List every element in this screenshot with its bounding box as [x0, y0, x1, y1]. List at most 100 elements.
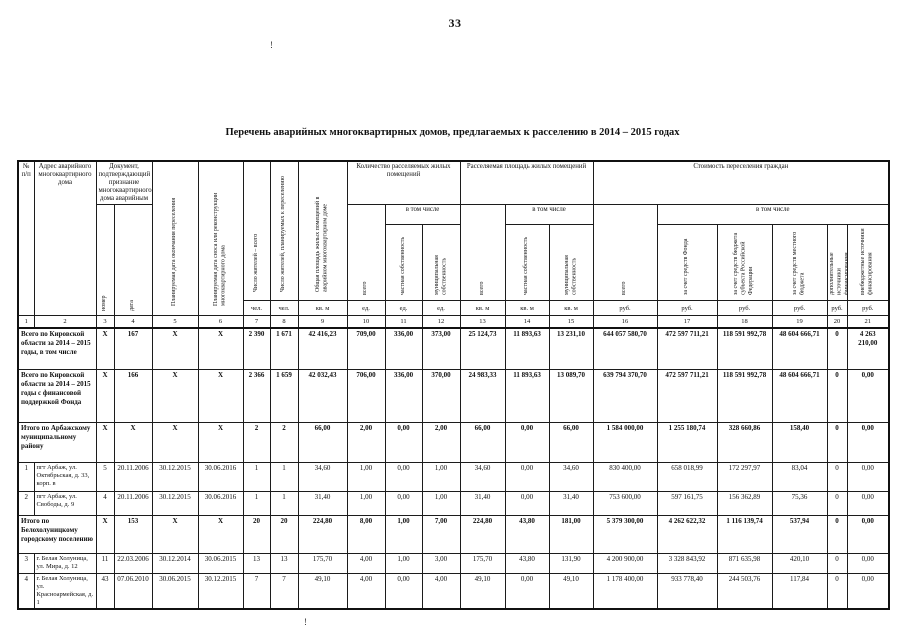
column-numbers-row: 1 2 3 4 5 6 7 8 9 10 11 12 13 14 15 16 1…	[17, 315, 890, 329]
header-area-including: в том числе	[504, 204, 594, 225]
header-cost-group: Стоимость переселения граждан	[592, 160, 890, 205]
table-row: 3 г. Белая Холуница, ул. Мира, д. 12 11 22.…	[17, 553, 890, 574]
value-cell: 167	[113, 327, 153, 370]
unit-cell: кв. м	[504, 300, 550, 316]
document-title: Перечень аварийных многоквартирных домов…	[225, 127, 680, 138]
summary-label-cell: Итого по Белохолуницкому городскому посе…	[17, 515, 97, 554]
value-cell: 0	[826, 462, 848, 492]
header-document-group: Документ, подтверждающий признание много…	[95, 160, 153, 205]
column-number: 9	[297, 315, 348, 329]
unit-cell: чел.	[242, 300, 271, 316]
summary-label-cell: Итого по Арбажскому муниципальному район…	[17, 422, 97, 463]
column-number: 12	[421, 315, 461, 329]
header-cost-extrabudget: внебюджетные источники финансирования	[846, 224, 890, 301]
value-cell: 153	[113, 515, 153, 554]
value-cell: 4,00	[346, 553, 386, 574]
value-cell: 0,00	[384, 422, 423, 463]
value-cell: 34,60	[548, 462, 594, 492]
value-cell: 830 400,00	[592, 462, 658, 492]
value-cell: 0,00	[504, 462, 550, 492]
value-cell: X	[95, 327, 115, 370]
value-cell: 597 161,75	[656, 491, 718, 516]
header-residents-planned: Число жителей, планируемых к переселению	[269, 160, 299, 301]
value-cell: 4 200 900,00	[592, 553, 658, 574]
value-cell: X	[151, 515, 199, 554]
value-cell: 2 390	[242, 327, 271, 370]
value-cell: 244 503,76	[716, 573, 773, 610]
unit-cell: ед.	[346, 300, 386, 316]
value-cell: 420,10	[771, 553, 828, 574]
header-address: Адрес аварийного многоквартирного дома	[33, 160, 97, 316]
unit-cell: руб.	[592, 300, 658, 316]
value-cell: 0,00	[384, 491, 423, 516]
resettlement-table: № п/п Адрес аварийного многоквартирного …	[17, 160, 891, 610]
value-cell: 336,00	[384, 369, 423, 423]
value-cell: 30.12.2015	[151, 491, 199, 516]
value-cell: 43,80	[504, 553, 550, 574]
value-cell: 25 124,73	[459, 327, 506, 370]
value-cell: 224,80	[297, 515, 348, 554]
unit-cell: руб.	[826, 300, 848, 316]
value-cell: 709,00	[346, 327, 386, 370]
value-cell: 13 089,70	[548, 369, 594, 423]
column-number: 13	[459, 315, 506, 329]
value-cell: 11 893,63	[504, 369, 550, 423]
value-cell: 30.06.2015	[197, 553, 244, 574]
summary-label-cell: Всего по Кировской области за 2014 – 201…	[17, 327, 97, 370]
table-row: Всего по Кировской области за 2014 – 201…	[17, 327, 890, 370]
value-cell: 83,04	[771, 462, 828, 492]
unit-cell: кв. м	[548, 300, 594, 316]
value-cell: 1,00	[421, 491, 461, 516]
value-cell: 156 362,89	[716, 491, 773, 516]
value-cell: 0,00	[846, 553, 890, 574]
value-cell: 1 116 139,74	[716, 515, 773, 554]
value-cell: 34,60	[297, 462, 348, 492]
value-cell: 644 057 580,70	[592, 327, 658, 370]
value-cell: 22.03.2006	[113, 553, 153, 574]
table-body: Всего по Кировской области за 2014 – 201…	[17, 327, 890, 610]
value-cell: 2 366	[242, 369, 271, 423]
header-cost-total: всего	[592, 204, 658, 301]
value-cell: 1,00	[346, 491, 386, 516]
table-row: Всего по Кировской области за 2014 – 201…	[17, 369, 890, 423]
value-cell: 0,00	[846, 573, 890, 610]
value-cell: 4 263 210,00	[846, 327, 890, 370]
header-count-including: в том числе	[384, 204, 461, 225]
value-cell: 4,00	[346, 573, 386, 610]
value-cell: 472 597 711,21	[656, 369, 718, 423]
column-number: 17	[656, 315, 718, 329]
page-number: 33	[448, 16, 462, 30]
value-cell: 0,00	[846, 491, 890, 516]
column-number: 7	[242, 315, 271, 329]
value-cell: X	[113, 422, 153, 463]
header-residents-total: Число жителей – всего	[242, 160, 271, 301]
unit-cell: ед.	[421, 300, 461, 316]
header-total-area: Общая площадь жилых помещений в аварийно…	[297, 160, 348, 301]
value-cell: 07.06.2010	[113, 573, 153, 610]
value-cell: 0,00	[504, 422, 550, 463]
value-cell: 34,60	[459, 462, 506, 492]
scan-artifact-mark: !	[270, 40, 273, 50]
value-cell: 0,00	[504, 573, 550, 610]
address-cell: г. Белая Холуница, ул. Мира, д. 12	[33, 553, 97, 574]
value-cell: 11 893,63	[504, 327, 550, 370]
row-number-cell: 3	[17, 553, 35, 574]
unit-cell: руб.	[656, 300, 718, 316]
column-number: 20	[826, 315, 848, 329]
value-cell: 328 660,86	[716, 422, 773, 463]
unit-cell: кв. м	[459, 300, 506, 316]
value-cell: 11	[95, 553, 115, 574]
value-cell: X	[151, 422, 199, 463]
value-cell: 1,00	[346, 462, 386, 492]
table-row: Итого по Арбажскому муниципальному район…	[17, 422, 890, 463]
value-cell: 5 379 300,00	[592, 515, 658, 554]
value-cell: 30.12.2015	[197, 573, 244, 610]
unit-cell: руб.	[716, 300, 773, 316]
value-cell: 8,00	[346, 515, 386, 554]
value-cell: 175,70	[459, 553, 506, 574]
address-cell: г. Белая Холуница, ул. Красноармейская, …	[33, 573, 97, 610]
header-num: № п/п	[17, 160, 35, 316]
value-cell: 0	[826, 327, 848, 370]
column-number: 5	[151, 315, 199, 329]
value-cell: 3,00	[421, 553, 461, 574]
